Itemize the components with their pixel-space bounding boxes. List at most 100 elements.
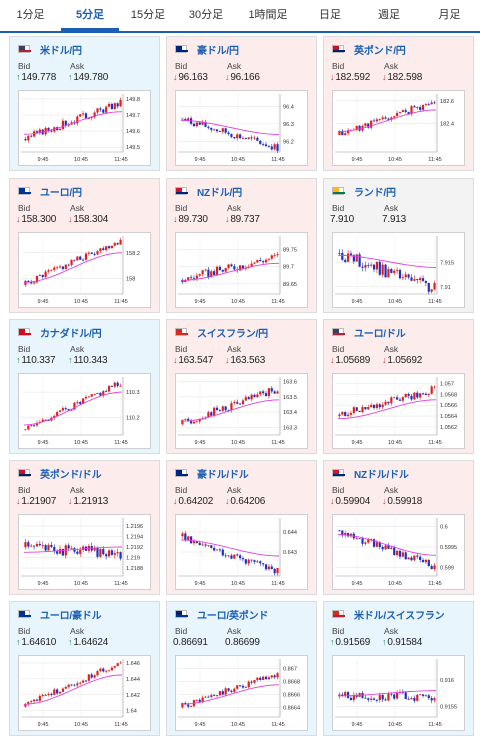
tab-1[interactable]: 5分足 [61, 0, 119, 31]
candle [84, 253, 88, 260]
currency-card[interactable]: 豪ドル/円 Bid Ask ↓96.163 ↓96.166 96.4 96.3 96… [166, 36, 317, 171]
price-chart[interactable]: 149.8 149.7 149.6 149.5 9:45 10:45 11:45 [18, 90, 151, 166]
candle [384, 117, 387, 119]
candle [30, 281, 33, 284]
pair-name[interactable]: 米ドル/円 [40, 45, 82, 57]
candle [198, 699, 201, 703]
tab-3[interactable]: 30分足 [188, 9, 224, 21]
price-chart[interactable]: 1.646 1.644 1.642 1.64 9:45 10:45 11:45 [18, 655, 151, 731]
candle [58, 128, 62, 131]
candle [30, 425, 33, 427]
price-chart[interactable]: 182.6 182.4 9:45 10:45 11:45 [332, 90, 465, 166]
currency-card[interactable]: ランド/円 Bid Ask 7.910 7.913 7.915 7.91 9:45 1… [323, 178, 474, 313]
candle [378, 542, 381, 548]
currency-card[interactable]: 英ポンド/ドル Bid Ask ↓1.21907 ↓1.21913 1.2196… [9, 460, 160, 595]
currency-card[interactable]: 英ポンド/円 Bid Ask ↓182.592 ↓182.598 182.6 18… [323, 36, 474, 171]
price-chart[interactable]: 7.915 7.91 9:45 10:45 11:45 [332, 232, 465, 308]
pair-name[interactable]: スイスフラン/円 [197, 328, 268, 340]
candle [404, 393, 407, 398]
candle [244, 687, 247, 688]
bid-label: Bid [175, 485, 188, 495]
candle [344, 411, 347, 416]
candle [87, 396, 90, 398]
candle [53, 415, 56, 418]
price-chart[interactable]: 0.867 0.8668 0.8666 0.8664 9:45 10:45 11:45 [175, 655, 308, 731]
tab-2[interactable]: 15分足 [130, 9, 166, 21]
candle [276, 673, 279, 678]
tab-5[interactable]: 日足 [319, 9, 341, 21]
candle [213, 129, 216, 131]
pair-name[interactable]: 英ポンド/円 [354, 45, 406, 57]
candle [192, 541, 196, 544]
currency-card[interactable]: ユーロ/英ポンド Bid Ask 0.86691 0.86699 0.867 0.… [166, 601, 317, 736]
currency-card[interactable]: ユーロ/ドル Bid Ask ↓1.05689 ↓1.05692 1.057 1.… [323, 319, 474, 454]
pair-name[interactable]: ユーロ/豪ドル [40, 610, 102, 622]
price-chart[interactable]: 0.6 0.5995 0.599 9:45 10:45 11:45 [332, 514, 465, 590]
currency-card[interactable]: NZドル/ドル Bid Ask ↓0.59904 ↓0.59918 0.6 0.5… [323, 460, 474, 595]
currency-card[interactable]: 豪ドル/ドル Bid Ask ↓0.64202 ↓0.64206 0.644 0.… [166, 460, 317, 595]
pair-name[interactable]: ユーロ/円 [40, 187, 82, 199]
pair-name[interactable]: 英ポンド/ドル [40, 469, 102, 481]
y-tick-label: 96.4 [283, 104, 294, 110]
candle [84, 113, 88, 119]
candle [105, 670, 108, 672]
tab-7[interactable]: 月足 [438, 9, 461, 21]
price-chart[interactable]: 89.75 89.7 89.65 9:45 10:45 11:45 [175, 232, 308, 308]
price-chart[interactable]: 1.057 1.0568 1.0566 1.0564 1.0562 9:45 10:45 11… [332, 373, 465, 449]
flag-icon [175, 610, 188, 618]
arrow-up-icon: ↑ [330, 637, 335, 647]
price-chart[interactable]: 158.2 158 9:45 10:45 11:45 [18, 232, 151, 308]
y-tick-label: 1.642 [126, 693, 140, 699]
candle [215, 695, 219, 697]
pair-name[interactable]: NZドル/ドル [354, 469, 409, 481]
pair-name[interactable]: カナダドル/円 [40, 328, 102, 340]
price-chart[interactable]: 0.916 0.9155 9:45 10:45 11:45 [332, 655, 465, 731]
currency-card[interactable]: NZドル/円 Bid Ask ↓89.730 ↓89.737 89.75 89.7… [166, 178, 317, 313]
candle [41, 545, 44, 546]
currency-card[interactable]: スイスフラン/円 Bid Ask ↓163.547 ↓163.563 163.6… [166, 319, 317, 454]
candle [238, 555, 242, 559]
price-chart[interactable]: 0.644 0.643 9:45 10:45 11:45 [175, 514, 308, 590]
bid-value: ↑110.337 [16, 355, 56, 366]
candle [87, 252, 90, 254]
price-chart[interactable]: 163.6 163.5 163.4 163.3 9:45 10:45 11:45 [175, 373, 308, 449]
arrow-down-icon: ↓ [330, 496, 335, 506]
currency-card[interactable]: ユーロ/円 Bid Ask ↓158.300 ↓158.304 158.2 158… [9, 178, 160, 313]
card-header: ユーロ/円 [18, 185, 82, 199]
pair-name[interactable]: NZドル/円 [197, 187, 242, 199]
pair-name[interactable]: 豪ドル/円 [197, 45, 239, 57]
currency-card[interactable]: ユーロ/豪ドル Bid Ask ↑1.64610 ↑1.64624 1.646 1… [9, 601, 160, 736]
candle [58, 548, 62, 554]
candle [267, 146, 271, 148]
tab-4[interactable]: 1時間足 [248, 9, 288, 21]
x-tick-label: 10:45 [74, 440, 88, 446]
price-chart[interactable]: 96.4 96.3 96.2 9:45 10:45 11:45 [175, 90, 308, 166]
candle [187, 704, 190, 707]
pair-name[interactable]: 豪ドル/ドル [197, 469, 249, 481]
currency-card[interactable]: カナダドル/円 Bid Ask ↑110.337 ↑110.343 110.3 1… [9, 319, 160, 454]
candle [384, 264, 387, 278]
candle [215, 266, 219, 276]
pair-name[interactable]: 米ドル/スイスフラン [354, 610, 445, 622]
candle [424, 559, 428, 563]
candle [35, 543, 39, 547]
currency-card[interactable]: 米ドル/円 Bid Ask ↑149.778 ↑149.780 149.8 149… [9, 36, 160, 171]
price-chart[interactable]: 110.3 110.2 9:45 10:45 11:45 [18, 373, 151, 449]
x-tick-label: 9:45 [38, 581, 49, 587]
candle [105, 246, 108, 251]
candle [227, 688, 230, 691]
candle [413, 555, 416, 561]
candle [187, 277, 190, 281]
currency-card[interactable]: 米ドル/スイスフラン Bid Ask ↑0.91569 ↑0.91584 0.9… [323, 601, 474, 736]
ask-value: ↑110.343 [68, 355, 108, 366]
pair-name[interactable]: ランド/円 [354, 187, 396, 199]
x-tick-label: 9:45 [195, 299, 206, 305]
pair-name[interactable]: ユーロ/英ポンド [197, 610, 269, 622]
card-header: ランド/円 [332, 185, 396, 199]
price-chart[interactable]: 1.2196 1.2194 1.2192 1.219 1.2188 9:45 10:45 11… [18, 514, 151, 590]
moving-average-line [181, 539, 279, 557]
tab-6[interactable]: 週足 [378, 9, 400, 21]
pair-name[interactable]: ユーロ/ドル [354, 328, 406, 340]
tab-0[interactable]: 1分足 [16, 9, 45, 21]
x-tick-label: 11:45 [271, 722, 285, 728]
